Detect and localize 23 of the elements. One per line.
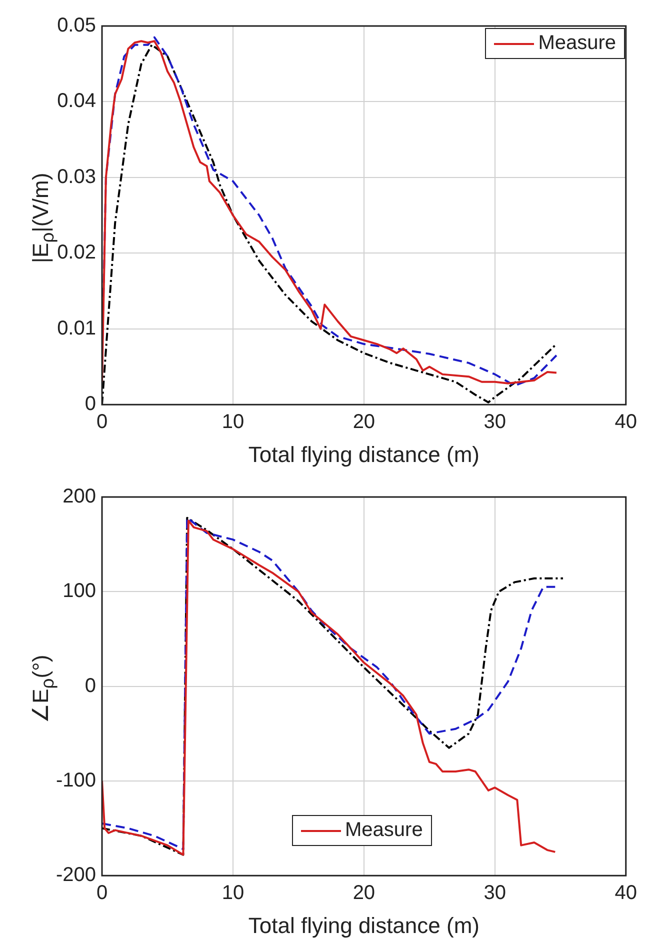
y-tick-label: 0 bbox=[84, 674, 96, 697]
y-tick-label: 200 bbox=[62, 486, 96, 508]
x-tick-label: 10 bbox=[222, 882, 244, 904]
x-tick-label: 10 bbox=[222, 411, 244, 434]
y-tick-label: 0.05 bbox=[57, 14, 96, 37]
y-tick-label: -100 bbox=[56, 769, 96, 792]
y-tick-label: 0.04 bbox=[57, 90, 96, 112]
y-tick-label: 0.01 bbox=[57, 317, 96, 340]
y-tick-label: 0.03 bbox=[57, 166, 96, 188]
x-axis-title: Total flying distance (m) bbox=[248, 442, 480, 467]
y-tick-label: -200 bbox=[56, 864, 96, 886]
x-tick-label: 20 bbox=[352, 882, 376, 904]
y-tick-label: 0.02 bbox=[57, 242, 96, 264]
y-tick-label: 0 bbox=[84, 393, 96, 416]
x-tick-label: 30 bbox=[484, 882, 506, 904]
legend-label: Measure bbox=[538, 32, 616, 55]
x-axis-title: Total flying distance (m) bbox=[248, 912, 480, 938]
x-tick-label: 40 bbox=[614, 882, 637, 904]
x-tick-label: 40 bbox=[614, 411, 637, 434]
y-tick-label: 100 bbox=[62, 580, 96, 602]
x-tick-label: 20 bbox=[352, 411, 376, 434]
legend-label: Measure bbox=[345, 819, 423, 842]
x-tick-label: 30 bbox=[484, 411, 506, 434]
